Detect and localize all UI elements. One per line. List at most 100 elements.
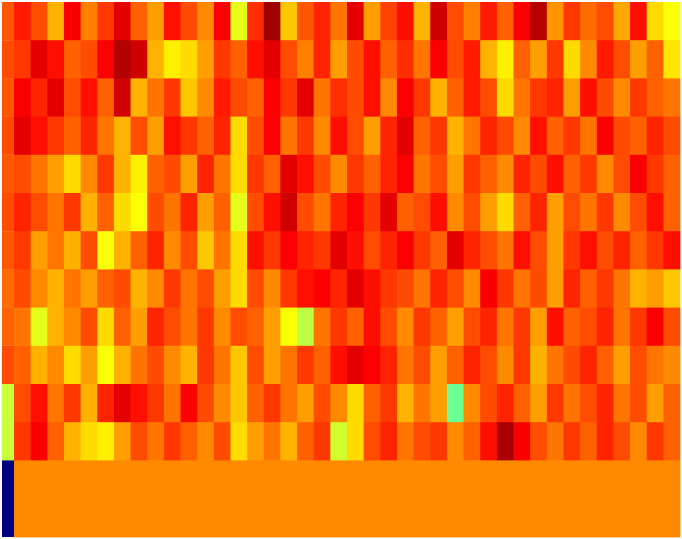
heatmap-cell bbox=[380, 231, 398, 270]
heatmap-cell bbox=[147, 345, 165, 385]
heatmap-cell bbox=[80, 78, 98, 117]
heatmap-cell bbox=[313, 2, 331, 41]
heatmap-cell bbox=[480, 307, 498, 347]
heatmap-cell bbox=[313, 307, 331, 347]
heatmap-cell bbox=[513, 231, 531, 270]
heatmap-cell bbox=[213, 384, 231, 423]
heatmap-cell bbox=[330, 269, 348, 308]
heatmap-cell bbox=[247, 154, 265, 194]
heatmap-cell bbox=[580, 78, 598, 117]
heatmap-cell bbox=[380, 269, 398, 308]
heatmap-cell bbox=[163, 307, 181, 347]
heatmap-cell bbox=[613, 2, 631, 41]
heatmap-cell bbox=[130, 422, 148, 461]
heatmap-cell bbox=[247, 231, 265, 270]
heatmap-cell bbox=[363, 116, 381, 156]
heatmap-cell bbox=[430, 40, 448, 79]
heatmap-cell bbox=[63, 231, 81, 270]
heatmap-cell bbox=[313, 269, 331, 308]
heatmap-cell bbox=[563, 231, 581, 270]
heatmap-cell bbox=[113, 231, 131, 270]
heatmap-cell bbox=[47, 78, 65, 117]
heatmap-cell bbox=[630, 116, 648, 156]
heatmap-cell bbox=[413, 345, 431, 385]
heatmap-cell bbox=[446, 40, 464, 79]
heatmap-cell bbox=[113, 422, 131, 461]
heatmap-cell bbox=[530, 78, 548, 117]
heatmap-cell bbox=[580, 116, 598, 156]
heatmap-cell bbox=[563, 40, 581, 79]
heatmap-cell bbox=[496, 422, 514, 461]
heatmap-cell bbox=[630, 460, 648, 538]
heatmap-cell bbox=[213, 40, 231, 79]
heatmap-cell bbox=[396, 269, 414, 308]
heatmap-cell bbox=[446, 460, 464, 538]
heatmap-cell bbox=[213, 307, 231, 347]
heatmap-cell bbox=[546, 193, 564, 232]
heatmap-cell bbox=[530, 422, 548, 461]
heatmap-cell bbox=[563, 384, 581, 423]
heatmap-cell bbox=[313, 231, 331, 270]
heatmap-cell bbox=[230, 2, 248, 41]
heatmap-cell bbox=[63, 384, 81, 423]
heatmap-cell bbox=[396, 345, 414, 385]
heatmap-cell bbox=[113, 78, 131, 117]
heatmap-cell bbox=[113, 193, 131, 232]
heatmap-cell bbox=[363, 460, 381, 538]
heatmap-cell bbox=[280, 345, 298, 385]
heatmap-cell bbox=[297, 384, 315, 423]
heatmap-cell bbox=[263, 193, 281, 232]
heatmap-cell bbox=[496, 384, 514, 423]
heatmap-cell bbox=[663, 345, 681, 385]
heatmap-cell bbox=[163, 154, 181, 194]
heatmap-cell bbox=[596, 460, 614, 538]
heatmap-cell bbox=[580, 40, 598, 79]
heatmap-cell bbox=[197, 345, 215, 385]
heatmap-cell bbox=[530, 384, 548, 423]
heatmap-cell bbox=[430, 307, 448, 347]
heatmap-cell bbox=[147, 231, 165, 270]
side-cell bbox=[2, 269, 14, 308]
heatmap-cell bbox=[463, 78, 481, 117]
heatmap-cell bbox=[380, 460, 398, 538]
heatmap-cell bbox=[446, 422, 464, 461]
heatmap-cell bbox=[14, 422, 32, 461]
heatmap-cell bbox=[280, 269, 298, 308]
heatmap-cell bbox=[446, 307, 464, 347]
heatmap-cell bbox=[313, 460, 331, 538]
heatmap-cell bbox=[463, 40, 481, 79]
heatmap-cell bbox=[363, 40, 381, 79]
heatmap-cell bbox=[80, 384, 98, 423]
heatmap-cell bbox=[546, 116, 564, 156]
heatmap-cell bbox=[446, 116, 464, 156]
heatmap-cell bbox=[97, 422, 115, 461]
heatmap-cell bbox=[513, 78, 531, 117]
heatmap-cell bbox=[14, 78, 32, 117]
heatmap-cell bbox=[363, 78, 381, 117]
heatmap-cell bbox=[480, 116, 498, 156]
heatmap-cell bbox=[630, 154, 648, 194]
heatmap-cell bbox=[563, 460, 581, 538]
heatmap-cell bbox=[297, 422, 315, 461]
heatmap-cell bbox=[147, 384, 165, 423]
heatmap-cell bbox=[646, 231, 664, 270]
heatmap-cell bbox=[613, 78, 631, 117]
heatmap-cell bbox=[646, 460, 664, 538]
heatmap-cell bbox=[297, 2, 315, 41]
heatmap-cell bbox=[97, 269, 115, 308]
heatmap-cell bbox=[280, 384, 298, 423]
heatmap-cell bbox=[313, 422, 331, 461]
heatmap-cell bbox=[80, 307, 98, 347]
heatmap-cell bbox=[280, 78, 298, 117]
heatmap-cell bbox=[663, 40, 681, 79]
heatmap-cell bbox=[663, 116, 681, 156]
heatmap-cell bbox=[313, 78, 331, 117]
heatmap-cell bbox=[330, 460, 348, 538]
heatmap-cell bbox=[47, 154, 65, 194]
heatmap-cell bbox=[496, 2, 514, 41]
heatmap-cell bbox=[130, 460, 148, 538]
heatmap-cell bbox=[646, 2, 664, 41]
heatmap-cell bbox=[430, 2, 448, 41]
heatmap-cell bbox=[396, 154, 414, 194]
heatmap-cell bbox=[396, 78, 414, 117]
